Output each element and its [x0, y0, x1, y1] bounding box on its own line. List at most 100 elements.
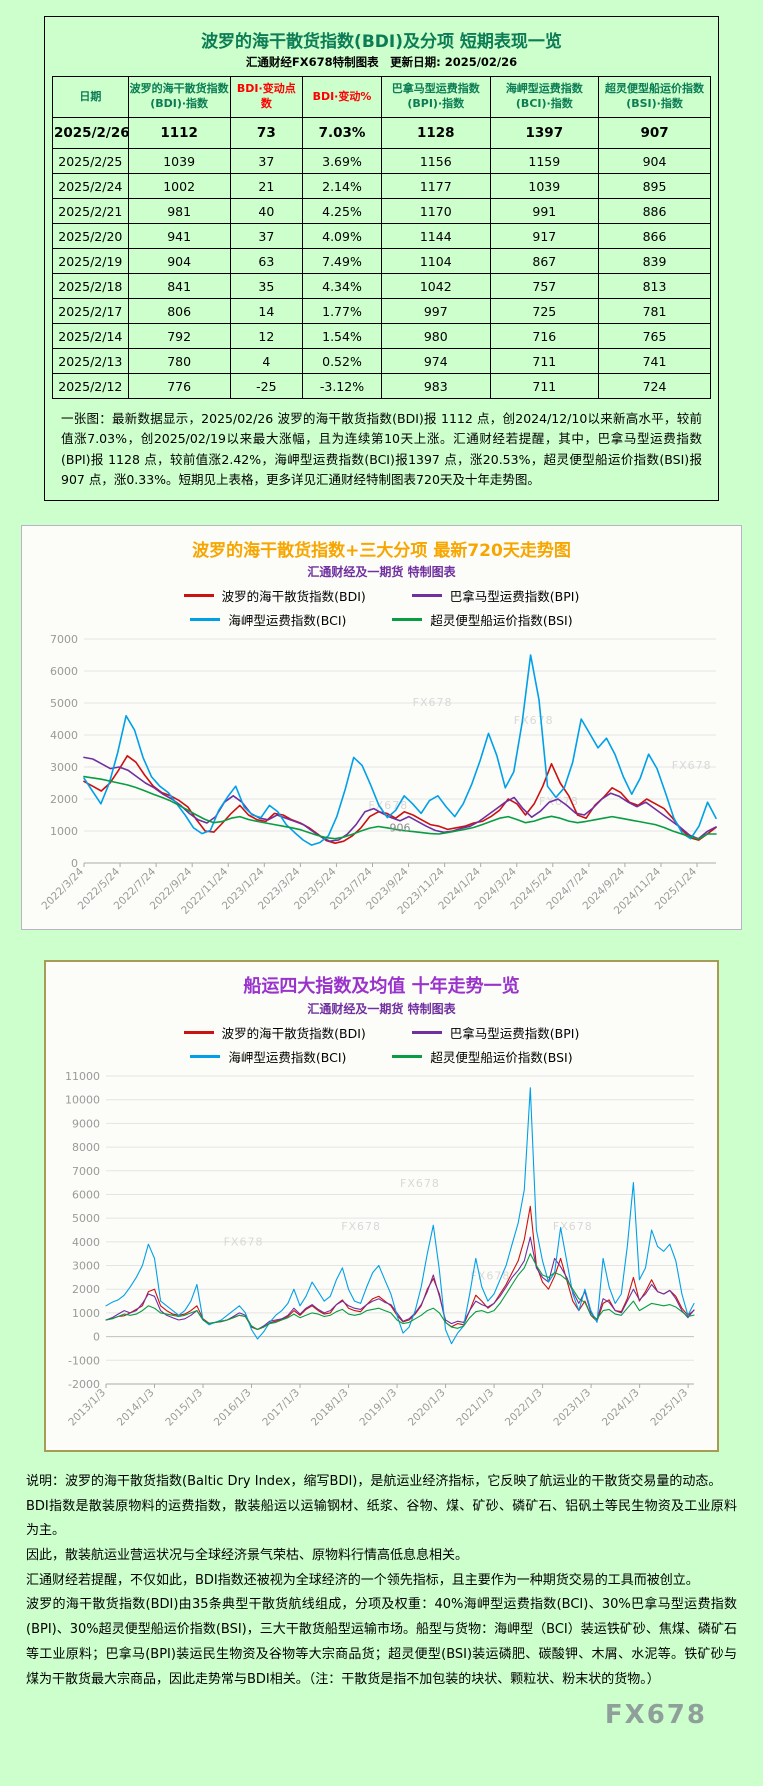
table-cell: 2025/2/13: [52, 348, 129, 374]
x-tick-label: 2022/1/3: [502, 1387, 544, 1429]
table-cell: 866: [598, 223, 711, 249]
plot-watermark: FX678: [341, 1220, 381, 1233]
table-cell: 1156: [380, 148, 491, 174]
table-cell: 711: [489, 373, 600, 399]
table-cell: 904: [127, 248, 231, 274]
y-tick-label: 6000: [50, 665, 78, 678]
series-line: [82, 654, 717, 846]
table-cell: 725: [489, 298, 600, 324]
legend-label: 波罗的海干散货指数(BDI): [221, 1026, 366, 1041]
series-line: [82, 756, 717, 842]
table-cell: 765: [598, 323, 711, 349]
series-line: [104, 1253, 695, 1331]
legend-line-swatch: [183, 1031, 214, 1034]
table-row: 2025/2/19 904 63 7.49% 1104 867 839: [52, 248, 711, 274]
series-line: [82, 755, 717, 844]
y-tick-label: 0: [71, 857, 78, 870]
x-tick-label: 2023/1/3: [551, 1387, 593, 1429]
series-line: [104, 1205, 695, 1331]
y-tick-label: 4000: [72, 1236, 100, 1249]
legend-item: 超灵便型船运价指数(BSI): [392, 610, 573, 629]
legend-label: 巴拿马型运费指数(BPI): [449, 1026, 580, 1041]
table-row: 2025/2/25 1039 37 3.69% 1156 1159 904: [52, 148, 711, 174]
legend-line-swatch: [392, 1055, 423, 1058]
plot-watermark: FX678: [513, 714, 553, 727]
column-header: 日期: [52, 76, 129, 118]
x-tick-label: 2021/1/3: [454, 1387, 496, 1429]
legend-line-swatch: [190, 618, 221, 621]
table-row: 2025/2/17 806 14 1.77% 997 725 781: [52, 298, 711, 324]
plot-watermark: FX678: [400, 1177, 440, 1190]
legend-label: 海岬型运费指数(BCI): [228, 613, 347, 628]
table-cell: 806: [127, 298, 231, 324]
chart-720d-title: 波罗的海干散货指数+三大分项 最新720天走势图: [192, 541, 571, 561]
table-cell: 14: [229, 298, 304, 324]
plot-watermark: FX678: [223, 1235, 263, 1248]
legend-item: 巴拿马型运费指数(BPI): [411, 586, 580, 605]
column-header: 超灵便型船运价指数(BSI)·指数: [598, 76, 711, 118]
series-line: [104, 1087, 695, 1345]
table-cell: 1104: [380, 248, 491, 274]
plot-watermark: FX678: [412, 696, 452, 709]
table-cell: 1039: [127, 148, 231, 174]
table-cell: 2025/2/26: [52, 117, 130, 149]
legend-line-swatch: [411, 594, 442, 597]
table-subtitle: 汇通财经FX678特制图表 更新日期: 2025/02/26: [245, 55, 518, 69]
y-tick-label: 3000: [72, 1260, 100, 1273]
table-cell: 2025/2/17: [52, 298, 129, 324]
plot-watermark: FX678: [368, 799, 408, 812]
y-tick-label: 5000: [50, 697, 78, 710]
table-cell: 0.52%: [302, 348, 382, 374]
table-cell: 981: [127, 198, 231, 224]
table-cell: 2025/2/18: [52, 273, 129, 299]
table-cell: 37: [229, 148, 304, 174]
table-cell: 2025/2/21: [52, 198, 129, 224]
plot-watermark: FX678: [552, 1220, 592, 1233]
description-line: 因此，散装航运业营运状况与全球经济景气荣枯、原物料行情高低息息相关。: [26, 1548, 469, 1564]
legend-item: 波罗的海干散货指数(BDI): [183, 1023, 366, 1042]
table-title: 波罗的海干散货指数(BDI)及分项 短期表现一览: [201, 32, 562, 52]
table-row: 2025/2/26 1112 73 7.03% 1128 1397 907: [52, 117, 711, 149]
table-cell: 1170: [380, 198, 491, 224]
table-cell: 7.49%: [302, 248, 382, 274]
table-cell: 1177: [380, 173, 491, 199]
y-tick-label: 2000: [72, 1283, 100, 1296]
table-cell: 12: [229, 323, 304, 349]
table-cell: 21: [229, 173, 304, 199]
legend-row: 波罗的海干散货指数(BDI) 巴拿马型运费指数(BPI): [183, 586, 580, 605]
chart-720d-panel: 波罗的海干散货指数+三大分项 最新720天走势图 汇通财经及一期货 特制图表 波…: [21, 525, 742, 930]
table-cell: 37: [229, 223, 304, 249]
table-cell: 4.34%: [302, 273, 382, 299]
table-cell: 1397: [489, 117, 600, 149]
column-header: 巴拿马型运费指数(BPI)·指数: [380, 76, 491, 118]
table-row: 2025/2/14 792 12 1.54% 980 716 765: [52, 323, 711, 349]
legend-item: 巴拿马型运费指数(BPI): [411, 1023, 580, 1042]
series-line: [104, 1236, 695, 1331]
table-note: 一张图：最新数据显示，2025/02/26 波罗的海干散货指数(BDI)报 11…: [61, 411, 702, 487]
legend-label: 超灵便型船运价指数(BSI): [430, 1050, 573, 1065]
table-cell: 974: [380, 348, 491, 374]
y-tick-label: 4000: [50, 729, 78, 742]
legend-label: 巴拿马型运费指数(BPI): [449, 589, 580, 604]
table-cell: 886: [598, 198, 711, 224]
table-cell: 781: [598, 298, 711, 324]
table-cell: 35: [229, 273, 304, 299]
y-tick-label: 7000: [50, 633, 78, 646]
y-tick-label: 11000: [65, 1070, 100, 1083]
table-cell: 983: [380, 373, 491, 399]
legend-row: 海岬型运费指数(BCI) 超灵便型船运价指数(BSI): [190, 1047, 573, 1066]
legend-row: 波罗的海干散货指数(BDI) 巴拿马型运费指数(BPI): [183, 1023, 580, 1042]
column-header: 波罗的海干散货指数(BDI)·指数: [127, 76, 231, 118]
description-line: BDI指数是散装原物料的运费指数，散装船运以运输钢材、纸浆、谷物、煤、矿砂、磷矿…: [26, 1498, 737, 1539]
table-cell: 917: [489, 223, 600, 249]
legend-line-swatch: [392, 618, 423, 621]
table-cell: 980: [380, 323, 491, 349]
table-cell: 2025/2/24: [52, 173, 129, 199]
series-line: [82, 775, 717, 840]
table-cell: 7.03%: [302, 117, 382, 149]
legend-item: 超灵便型船运价指数(BSI): [392, 1047, 573, 1066]
table-cell: 4.09%: [302, 223, 382, 249]
table-cell: 792: [127, 323, 231, 349]
chart-10y-title: 船运四大指数及均值 十年走势一览: [243, 976, 520, 997]
